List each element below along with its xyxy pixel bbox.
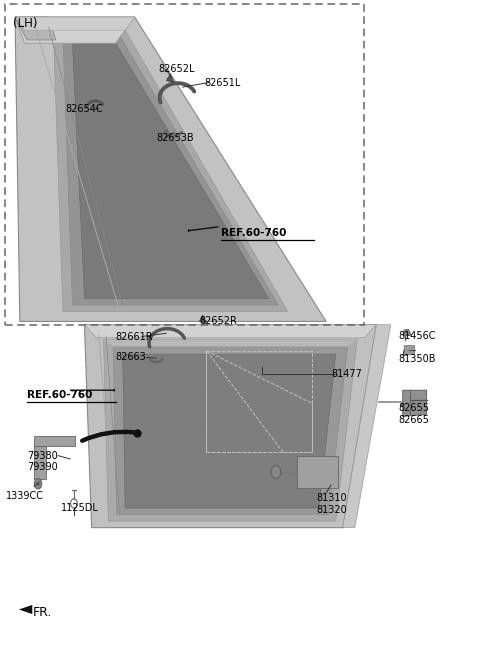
Polygon shape [403, 329, 411, 335]
Polygon shape [15, 17, 135, 43]
Polygon shape [63, 37, 278, 305]
Text: 82655: 82655 [398, 403, 429, 413]
Polygon shape [34, 446, 46, 479]
Polygon shape [15, 17, 326, 321]
Text: 82663: 82663 [116, 352, 146, 363]
Text: 1339CC: 1339CC [6, 491, 45, 501]
Polygon shape [72, 43, 269, 298]
Polygon shape [104, 340, 357, 521]
Text: 81477: 81477 [331, 369, 362, 379]
Polygon shape [403, 390, 427, 417]
Polygon shape [298, 456, 338, 488]
Text: 1125DL: 1125DL [60, 503, 98, 513]
Polygon shape [404, 346, 415, 356]
Text: 82652L: 82652L [158, 64, 195, 74]
Polygon shape [53, 30, 288, 312]
Polygon shape [166, 74, 174, 83]
Text: 82654C: 82654C [65, 104, 103, 113]
Text: 82653B: 82653B [156, 133, 194, 143]
Text: REF.60-760: REF.60-760 [221, 228, 286, 238]
Polygon shape [123, 354, 336, 508]
Text: 82652R: 82652R [199, 316, 237, 327]
Text: 82661R: 82661R [116, 331, 153, 342]
Circle shape [36, 482, 39, 485]
Polygon shape [84, 325, 376, 338]
Text: 81456C: 81456C [398, 331, 435, 341]
Text: 79390: 79390 [27, 462, 58, 472]
Text: 81320: 81320 [317, 505, 348, 515]
Polygon shape [15, 17, 56, 40]
Circle shape [34, 479, 42, 489]
Polygon shape [199, 315, 205, 323]
Polygon shape [343, 325, 391, 527]
Text: 82665: 82665 [398, 415, 429, 424]
Polygon shape [19, 605, 32, 614]
Circle shape [271, 466, 281, 479]
Text: (LH): (LH) [12, 17, 37, 30]
Polygon shape [104, 340, 357, 346]
Text: 79380: 79380 [27, 451, 58, 461]
Text: REF.60-760: REF.60-760 [27, 390, 92, 400]
Polygon shape [15, 17, 135, 30]
Polygon shape [84, 325, 376, 527]
Text: FR.: FR. [33, 606, 53, 619]
Polygon shape [34, 436, 75, 446]
Text: 81350B: 81350B [398, 354, 435, 364]
Text: 82651L: 82651L [204, 77, 240, 87]
Polygon shape [113, 346, 348, 514]
Text: 81310: 81310 [317, 493, 347, 503]
